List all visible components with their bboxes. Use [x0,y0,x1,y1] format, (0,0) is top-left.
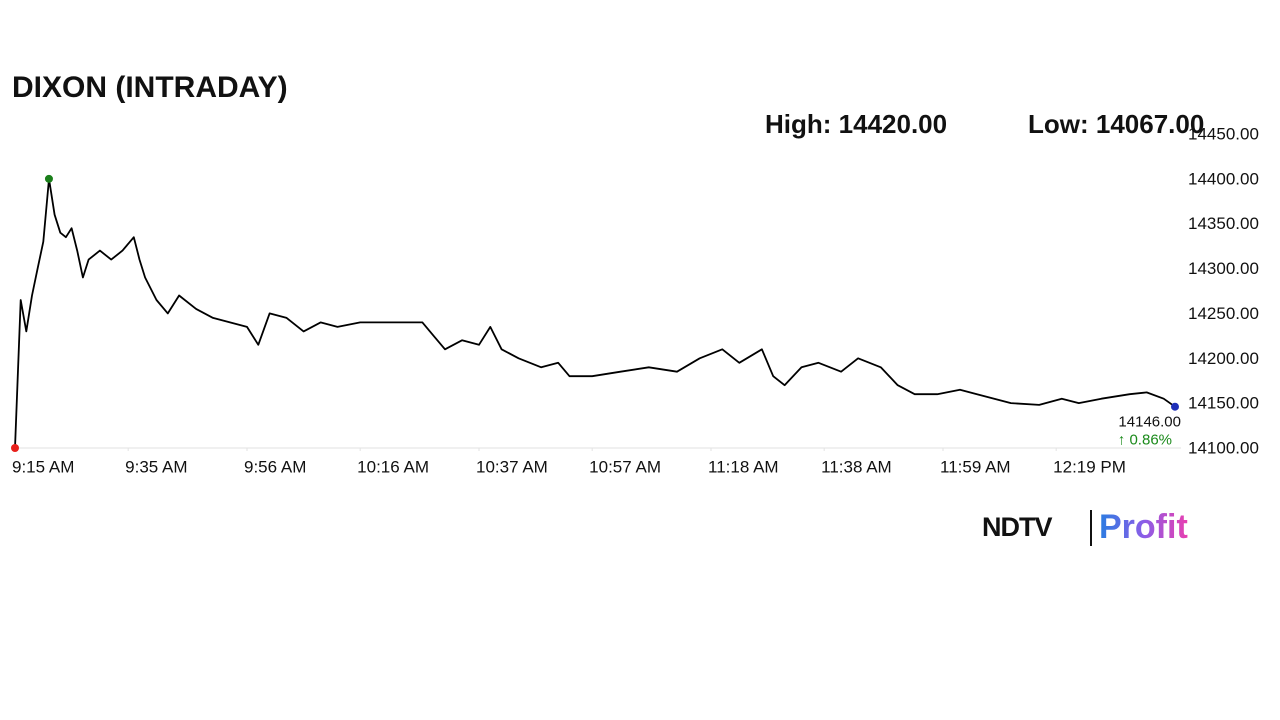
x-tick-label: 11:18 AM [708,457,779,476]
y-tick-label: 14450.00 [1188,124,1259,143]
x-tick-label: 9:35 AM [125,457,187,476]
price-line [14,178,1176,449]
high-marker [44,174,53,183]
x-tick-label: 9:56 AM [244,457,306,476]
y-tick-label: 14100.00 [1188,438,1259,457]
x-tick-label: 12:19 PM [1053,457,1126,476]
last-value-label: 14146.00 [1118,414,1181,431]
x-tick-label: 11:59 AM [940,457,1011,476]
x-tick-label: 10:16 AM [357,457,429,476]
logo-ndtv: NDTV [982,512,1052,542]
x-tick-label: 10:57 AM [589,457,661,476]
low-label: Low: 14067.00 [1028,109,1204,139]
x-tick-label: 11:38 AM [821,457,892,476]
end-marker [1171,402,1179,411]
start-marker [11,444,19,452]
change-label: ↑ 0.86% [1118,432,1172,449]
x-tick-label: 9:15 AM [12,457,74,476]
y-tick-label: 14200.00 [1188,349,1259,368]
y-tick-label: 14250.00 [1188,304,1259,323]
y-tick-label: 14300.00 [1188,259,1259,278]
y-tick-label: 14150.00 [1188,394,1259,413]
logo-profit: Profit [1099,508,1188,546]
x-tick-label: 10:37 AM [476,457,548,476]
logo: NDTV Profit [982,508,1188,546]
y-tick-label: 14400.00 [1188,169,1259,188]
high-label: High: 14420.00 [765,109,947,139]
chart-title: DIXON (INTRADAY) [12,71,288,104]
y-tick-label: 14350.00 [1188,214,1259,233]
